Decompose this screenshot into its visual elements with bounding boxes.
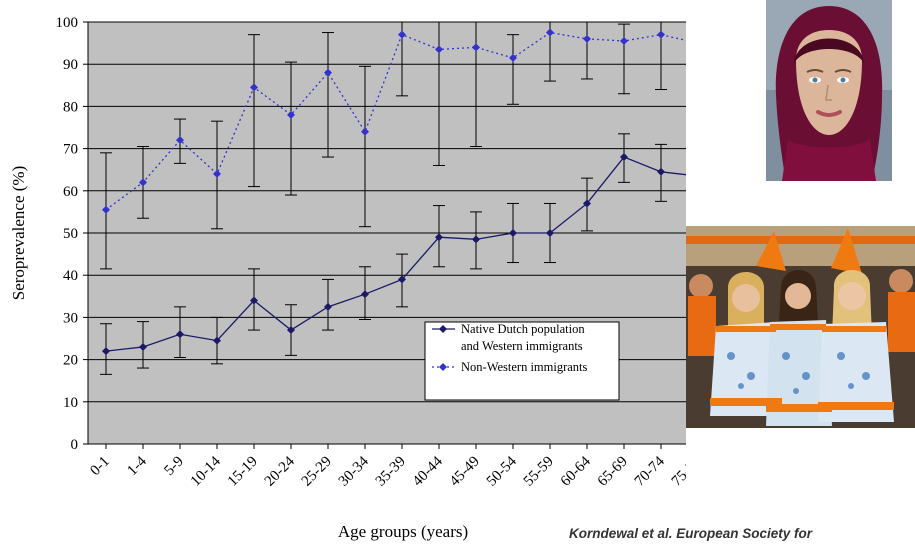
x-tick-label: 70-74 (632, 453, 668, 489)
data-point (546, 28, 554, 37)
series-2 (100, 21, 686, 270)
data-point (472, 43, 480, 52)
y-tick-label: 40 (63, 268, 78, 284)
data-point (102, 205, 110, 214)
y-tick-label: 20 (63, 353, 78, 369)
data-point (620, 36, 628, 45)
x-tick-label: 15-19 (225, 454, 261, 490)
data-point (287, 326, 295, 335)
data-point (176, 330, 184, 339)
y-axis-title: Seroprevalence (%) (9, 166, 28, 301)
data-point (472, 235, 480, 244)
data-point (583, 199, 591, 208)
legend-marker (439, 363, 447, 371)
x-tick-label: 60-64 (558, 453, 594, 489)
y-tick-label: 80 (63, 99, 78, 115)
y-tick-label: 50 (63, 226, 78, 242)
legend-label: Non-Western immigrants (461, 360, 588, 374)
x-tick-label: 75-79 (669, 454, 686, 490)
x-tick-label: 55-59 (521, 454, 557, 490)
x-tick-label: 1-4 (124, 453, 150, 479)
data-point (139, 178, 147, 187)
data-point (657, 30, 665, 39)
x-tick-label: 25-29 (299, 454, 335, 490)
citation-text: Korndewal et al. European Society for (569, 526, 813, 541)
women-in-orange-costumes-photo (686, 226, 915, 428)
data-point (620, 153, 628, 162)
legend-marker (439, 325, 447, 333)
data-point (509, 53, 517, 62)
y-tick-label: 100 (56, 15, 79, 31)
data-point (287, 110, 295, 119)
data-point (657, 167, 665, 176)
legend-label: and Western immigrants (461, 339, 583, 353)
y-tick-label: 70 (63, 142, 78, 158)
series-layer (100, 21, 686, 375)
x-tick-labels: 0-1 1-4 5-9 10-14 15-19 20-24 25-29 30-34 35-39 4… (87, 444, 686, 490)
series-line (105, 31, 686, 211)
y-tick-labels: 0 10 20 30 40 50 60 70 80 90 100 (56, 15, 79, 453)
x-tick-label: 50-54 (484, 453, 520, 489)
data-point (324, 68, 332, 77)
woman-in-hijab-photo (766, 0, 892, 181)
x-tick-label: 45-49 (447, 454, 483, 490)
data-point (361, 290, 369, 299)
x-tick-label: 30-34 (336, 453, 372, 489)
data-point (361, 127, 369, 136)
data-point (435, 233, 443, 242)
data-point (213, 336, 221, 345)
data-point (213, 169, 221, 178)
x-tick-label: 20-24 (262, 453, 298, 489)
y-tick-label: 90 (63, 57, 78, 73)
x-tick-label: 10-14 (188, 453, 224, 489)
data-point (324, 302, 332, 311)
data-point (583, 34, 591, 43)
legend: Native Dutch population and Western immig… (424, 321, 620, 401)
legend-label: Native Dutch population (461, 322, 585, 336)
gridlines (83, 21, 686, 445)
series-1 (100, 133, 686, 375)
data-point (102, 347, 110, 356)
x-tick-label: 40-44 (410, 453, 446, 489)
data-point (250, 83, 258, 92)
y-tick-label: 60 (63, 184, 78, 200)
x-tick-label: 65-69 (595, 454, 631, 490)
data-point (546, 229, 554, 237)
y-tick-label: 30 (63, 310, 78, 326)
data-point (435, 45, 443, 54)
data-point (176, 136, 184, 145)
x-tick-label: 0-1 (87, 454, 112, 479)
chart: 0 10 20 30 40 50 60 70 80 90 100 0-1 1-4 5-9 10-14 15-… (9, 15, 686, 541)
y-tick-label: 10 (63, 395, 78, 411)
data-point (398, 275, 406, 284)
x-axis-title: Age groups (years) (338, 522, 468, 541)
data-point (509, 229, 517, 237)
y-tick-label: 0 (71, 437, 79, 453)
x-tick-label: 35-39 (373, 454, 409, 490)
legend-box (424, 321, 620, 401)
data-point (398, 30, 406, 39)
data-point (250, 296, 258, 305)
data-point (139, 342, 147, 351)
x-tick-label: 5-9 (161, 454, 186, 479)
